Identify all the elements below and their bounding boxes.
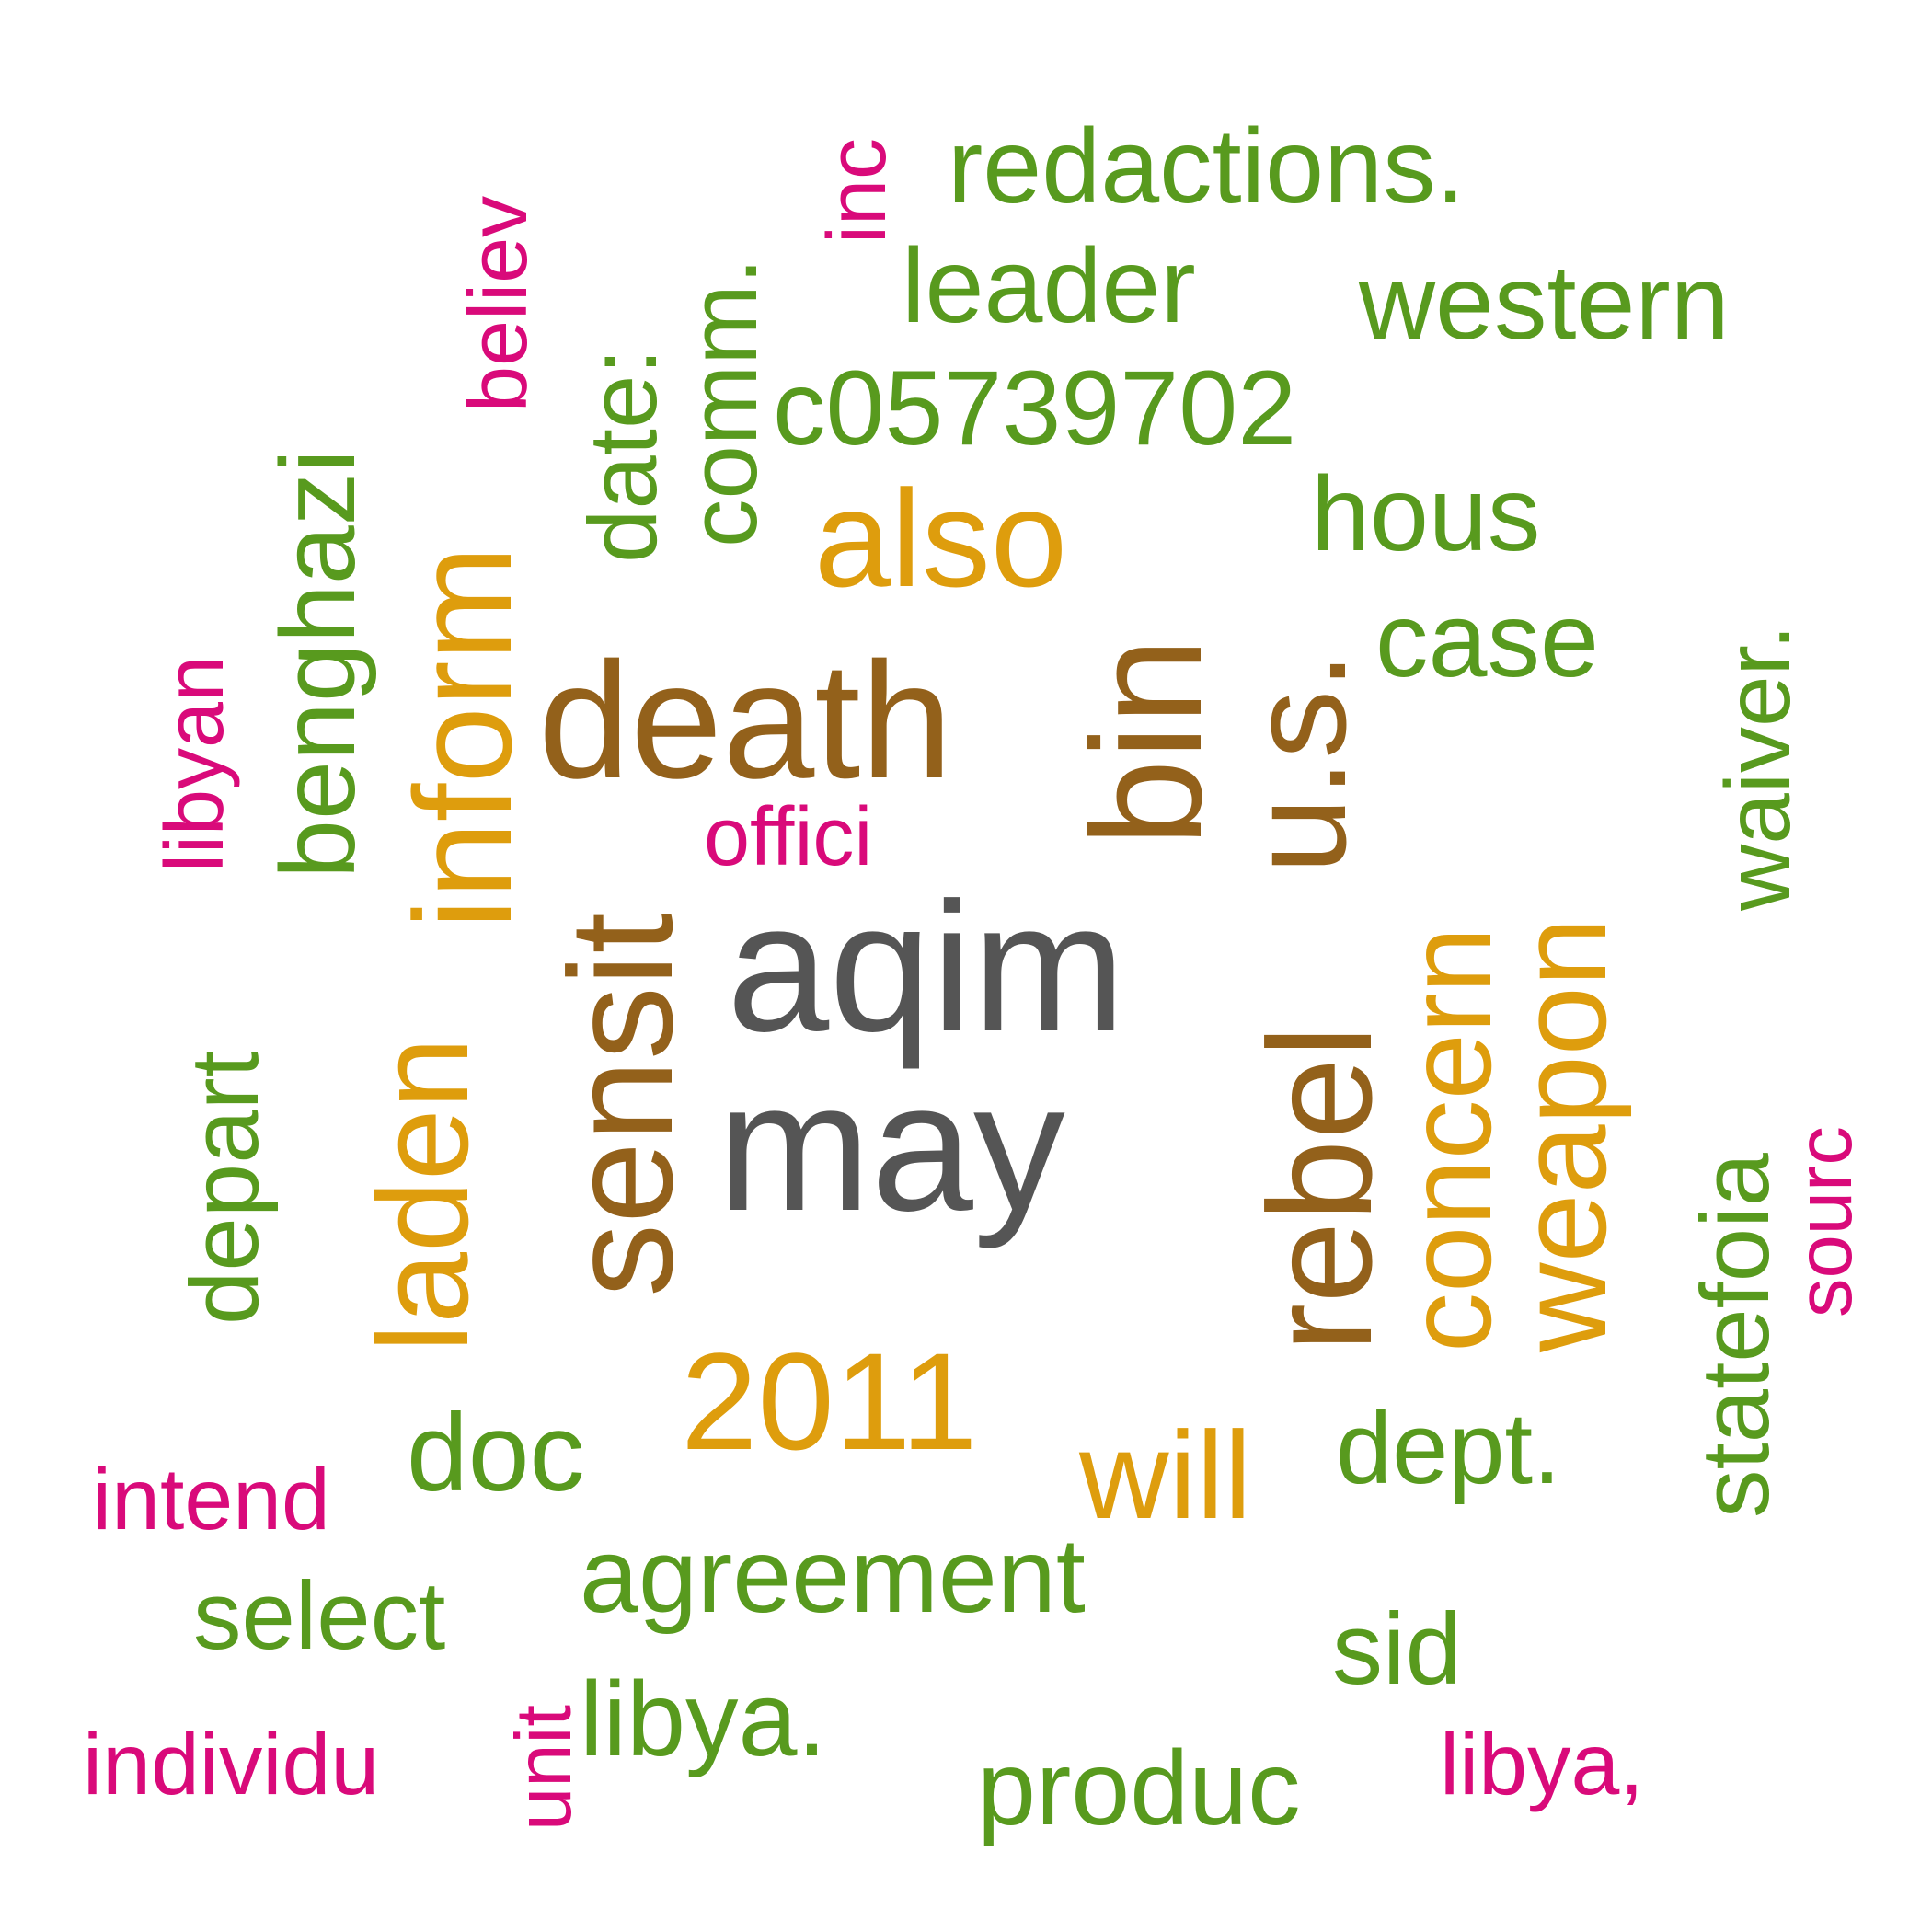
word-unit: unit bbox=[500, 1705, 588, 1831]
word-date: date: bbox=[569, 348, 677, 563]
word-leader: leader bbox=[902, 227, 1196, 345]
word-concern: concern bbox=[1382, 927, 1516, 1353]
word-sourc: sourc bbox=[1781, 1126, 1869, 1317]
word-c05739702: c05739702 bbox=[773, 350, 1296, 467]
word-inc: inc bbox=[811, 138, 903, 244]
word-dept: dept. bbox=[1336, 1392, 1561, 1505]
word-comm: comm. bbox=[670, 258, 777, 547]
word-weapon: weapon bbox=[1493, 917, 1632, 1353]
word-redactions: redactions. bbox=[948, 108, 1466, 225]
word-doc: doc bbox=[407, 1391, 584, 1514]
word-benghazi: benghazi bbox=[259, 449, 377, 879]
word-hous: hous bbox=[1311, 455, 1540, 573]
word-will: will bbox=[1078, 1406, 1251, 1545]
word-libya-dot: libya. bbox=[580, 1661, 826, 1778]
word-bin: bin bbox=[1060, 638, 1235, 846]
word-believ: believ bbox=[453, 196, 545, 412]
word-sid: sid bbox=[1332, 1593, 1462, 1706]
word-libya-comma: libya, bbox=[1440, 1716, 1644, 1813]
word-agreement: agreement bbox=[580, 1517, 1086, 1635]
word-laden: laden bbox=[351, 1037, 495, 1352]
word-produc: produc bbox=[977, 1730, 1301, 1847]
word-offici: offici bbox=[704, 791, 872, 883]
word-statefoia: statefoia bbox=[1682, 1152, 1789, 1518]
word-western: western bbox=[1358, 244, 1730, 362]
word-may: may bbox=[718, 1044, 1065, 1249]
word-inform: inform bbox=[385, 546, 540, 929]
word-us: u.s. bbox=[1220, 651, 1374, 874]
word-aqim: aqim bbox=[727, 865, 1126, 1070]
word-depart: depart bbox=[171, 1051, 279, 1325]
word-year2011: 2011 bbox=[681, 1324, 978, 1478]
word-sensit: sensit bbox=[538, 913, 703, 1297]
word-intend: intend bbox=[92, 1451, 330, 1548]
word-death: death bbox=[538, 628, 952, 813]
word-also: also bbox=[814, 461, 1067, 615]
word-waiver: waiver. bbox=[1707, 625, 1810, 912]
word-select: select bbox=[193, 1562, 445, 1670]
word-case: case bbox=[1375, 581, 1599, 699]
word-individu: individu bbox=[83, 1716, 379, 1813]
word-rebel: rebel bbox=[1237, 1025, 1402, 1352]
word-libyan: libyan bbox=[149, 656, 241, 872]
